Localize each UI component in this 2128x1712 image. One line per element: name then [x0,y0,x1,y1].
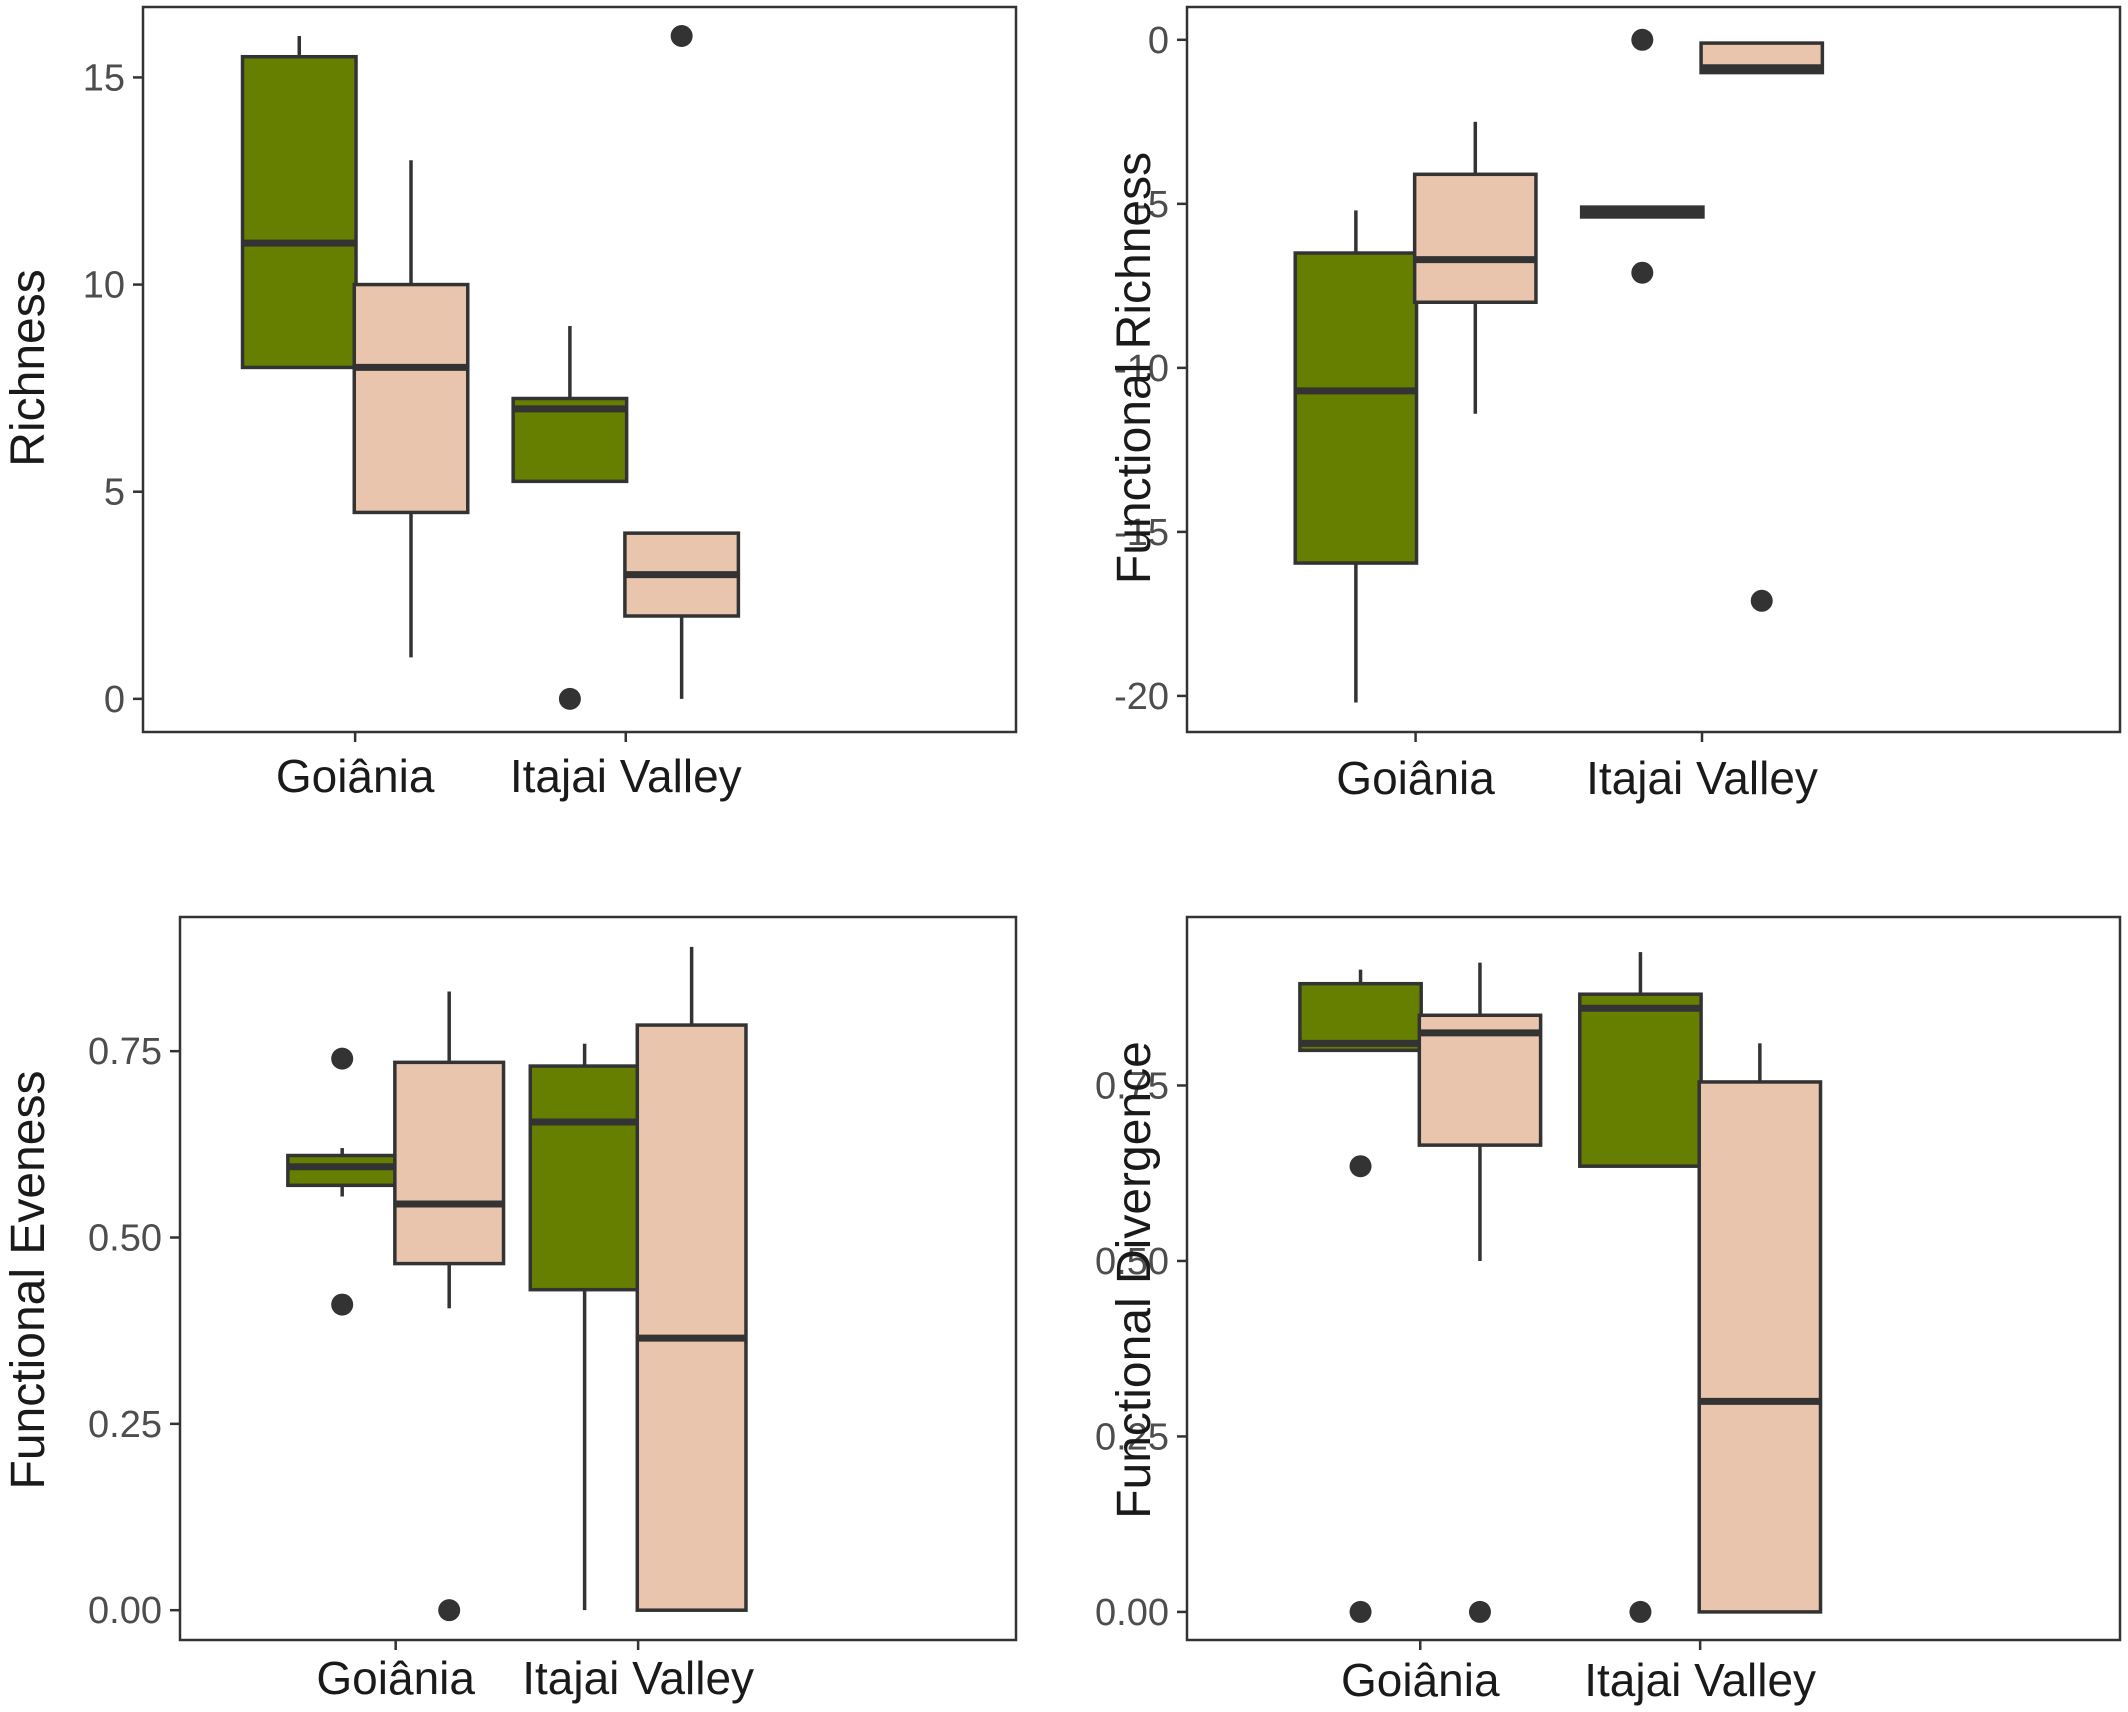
box-peach-2 [623,25,741,699]
outlier-point [438,1599,461,1622]
box-peach-2 [1697,1043,1823,1614]
y-tick-label: 0.25 [1095,1416,1169,1458]
box-iqr [1412,172,1538,304]
y-axis-title: Functional Eveness [2,1071,55,1490]
x-category-label: Itajai Valley [510,750,742,802]
y-tick-label: -5 [1135,184,1169,226]
outlier-point [1629,1600,1652,1623]
y-tick-label: 0 [1148,20,1169,62]
outlier-point [331,1293,354,1316]
box-green-2 [1579,28,1705,284]
y-tick-label: -10 [1114,348,1169,390]
x-category-label: Goiânia [316,1652,475,1704]
box-iqr [393,1060,506,1266]
x-category-label: Itajai Valley [1584,1654,1816,1706]
box-iqr [1417,1013,1543,1147]
y-tick-label: 0.50 [88,1218,162,1260]
box-iqr [635,1023,748,1612]
box-iqr [1298,981,1423,1053]
box-peach-2 [1699,41,1825,612]
box-green-1 [1293,210,1419,703]
box-iqr [1578,992,1703,1168]
x-category-label: Goiânia [276,750,435,802]
y-axis-title: Richness [2,269,55,466]
panel-3: 0.00 0.25 0.50 0.75 Functional Eveness Goiâni… [2,915,1018,1704]
x-category-label: Goiânia [1341,1654,1500,1706]
x-category-label: Itajai Valley [1586,752,1818,804]
panel-1: 0 5 10 15 Richness Goiânia Itajai Valley [2,5,1018,802]
y-tick-label: 10 [83,265,125,307]
x-category-label: Goiânia [1336,752,1495,804]
y-tick-label: 0.50 [1095,1241,1169,1283]
outlier-point [1631,261,1654,284]
outlier-point [1349,1600,1372,1623]
y-tick-label: 0.00 [1095,1592,1169,1634]
y-tick-label: 0.75 [88,1031,162,1073]
box-peach-1 [393,991,506,1622]
outlier-point [1468,1600,1491,1623]
outlier-point [1750,589,1773,612]
y-axis-title: Functional Divergence [1108,1041,1161,1519]
y-tick-label: 0.00 [88,1590,162,1632]
box-iqr [528,1064,641,1292]
y-tick-label: -15 [1114,512,1169,554]
y-tick-label: 0.75 [1095,1065,1169,1107]
panel-2: 0 -5 -10 -15 -20 Functional Richness Goiânia It… [1108,5,2122,804]
box-peach-1 [1417,962,1543,1623]
box-iqr [1697,1080,1823,1614]
box-green-1 [240,36,358,370]
box-peach-1 [1412,121,1538,414]
y-tick-label: -20 [1114,676,1169,718]
x-category-label: Itajai Valley [522,1652,754,1704]
box-green-1 [1298,969,1423,1623]
outlier-point [558,687,581,710]
y-tick-label: 15 [83,57,125,99]
box-iqr [240,54,358,370]
box-green-1 [286,1047,399,1316]
outlier-point [1349,1155,1372,1178]
y-tick-label: 0 [104,679,125,721]
box-peach-2 [635,946,748,1612]
box-iqr [286,1153,399,1188]
box-iqr [352,282,470,515]
box-green-2 [511,326,629,710]
outlier-point [670,25,693,47]
outlier-point [1631,28,1654,51]
box-peach-1 [352,160,470,658]
y-tick-label: 5 [104,472,125,514]
y-axis-title: Functional Richness [1108,152,1161,584]
y-tick-label: 0.25 [88,1404,162,1446]
outlier-point [331,1047,354,1070]
box-iqr [1293,251,1419,565]
box-green-2 [1578,952,1703,1623]
